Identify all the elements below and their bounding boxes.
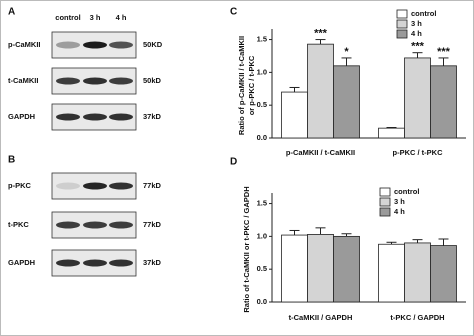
band [56, 221, 80, 229]
legend-swatch [396, 9, 408, 19]
band [56, 259, 80, 267]
bar [430, 65, 457, 139]
band [56, 77, 80, 85]
band [109, 182, 133, 190]
bar [333, 65, 360, 139]
y-tick-label: 1.5 [257, 35, 267, 44]
error-bar [412, 239, 423, 243]
row-label: GAPDH [8, 258, 35, 267]
row-label: p-PKC [8, 181, 31, 190]
y-tick-label: 1.5 [257, 199, 267, 208]
bar [333, 235, 360, 303]
error-bar [289, 229, 300, 236]
error-bar [315, 227, 326, 235]
band [83, 221, 107, 229]
row-label: t-CaMKII [8, 76, 38, 85]
significance: *** [437, 46, 451, 58]
y-tick-label: 0.0 [257, 297, 267, 306]
y-axis-title: Ratio of t-CaMKII or t-PKC / GAPDH [242, 186, 251, 312]
error-bar [386, 127, 397, 129]
lane-label: control [55, 13, 80, 22]
x-tick-label: p-PKC / t-PKC [393, 148, 444, 157]
row-label: t-PKC [8, 220, 29, 229]
bar [378, 127, 405, 139]
y-tick-label: 0.5 [257, 100, 267, 109]
band [83, 259, 107, 267]
lane-label: 3 h [90, 13, 101, 22]
significance: *** [411, 41, 425, 53]
error-bar [289, 86, 300, 93]
error-bar [438, 238, 449, 246]
legend-label: control [411, 9, 436, 18]
legend-swatch [379, 187, 391, 197]
bar [281, 91, 308, 139]
band [56, 182, 80, 190]
legend-swatch [396, 19, 408, 29]
band [56, 113, 80, 121]
size-label: 50kD [143, 76, 162, 85]
legend-swatch [379, 207, 391, 217]
y-tick-label: 0.0 [257, 133, 267, 142]
legend-swatch [379, 197, 391, 207]
band [83, 182, 107, 190]
x-tick-label: t-PKC / GAPDH [390, 313, 444, 322]
y-axis-title: Ratio of p-CaMKII / t-CaMKII [237, 36, 246, 135]
band [56, 41, 80, 49]
error-bar [386, 241, 397, 245]
legend-label: 4 h [394, 207, 405, 216]
bar [378, 243, 405, 303]
row-label: p-CaMKII [8, 40, 41, 49]
lane-label: 4 h [116, 13, 127, 22]
band [109, 259, 133, 267]
size-label: 37kD [143, 112, 162, 121]
bar [430, 245, 457, 303]
band [109, 41, 133, 49]
legend-swatch [396, 29, 408, 39]
band [109, 77, 133, 85]
x-tick-label: p-CaMKII / t-CaMKII [286, 148, 355, 157]
x-tick-label: t-CaMKII / GAPDH [289, 313, 353, 322]
error-bar [341, 233, 352, 237]
panel-label: D [230, 157, 237, 168]
panel-label: A [8, 7, 15, 18]
significance: *** [314, 27, 328, 39]
bar [404, 57, 431, 139]
y-tick-label: 0.5 [257, 264, 267, 273]
size-label: 77kD [143, 220, 162, 229]
error-bar [315, 39, 326, 45]
bar [307, 43, 334, 139]
error-bar [412, 52, 423, 58]
bar [281, 234, 308, 303]
size-label: 37kD [143, 258, 162, 267]
error-bar [438, 57, 449, 66]
bar [404, 242, 431, 303]
error-bar [341, 57, 352, 66]
legend-label: 3 h [394, 197, 405, 206]
size-label: 77kD [143, 181, 162, 190]
row-label: GAPDH [8, 112, 35, 121]
band [83, 77, 107, 85]
panel-label: B [8, 155, 15, 166]
band [83, 113, 107, 121]
legend-label: 3 h [411, 19, 422, 28]
significance: * [344, 46, 349, 58]
y-tick-label: 1.0 [257, 231, 267, 240]
band [109, 113, 133, 121]
legend-label: control [394, 187, 419, 196]
bar [307, 234, 334, 303]
y-axis-title: or p-PKC / t-PKC [247, 55, 256, 115]
y-tick-label: 1.0 [257, 67, 267, 76]
legend-label: 4 h [411, 29, 422, 38]
band [83, 41, 107, 49]
band [109, 221, 133, 229]
size-label: 50KD [143, 40, 163, 49]
panel-label: C [230, 7, 237, 18]
